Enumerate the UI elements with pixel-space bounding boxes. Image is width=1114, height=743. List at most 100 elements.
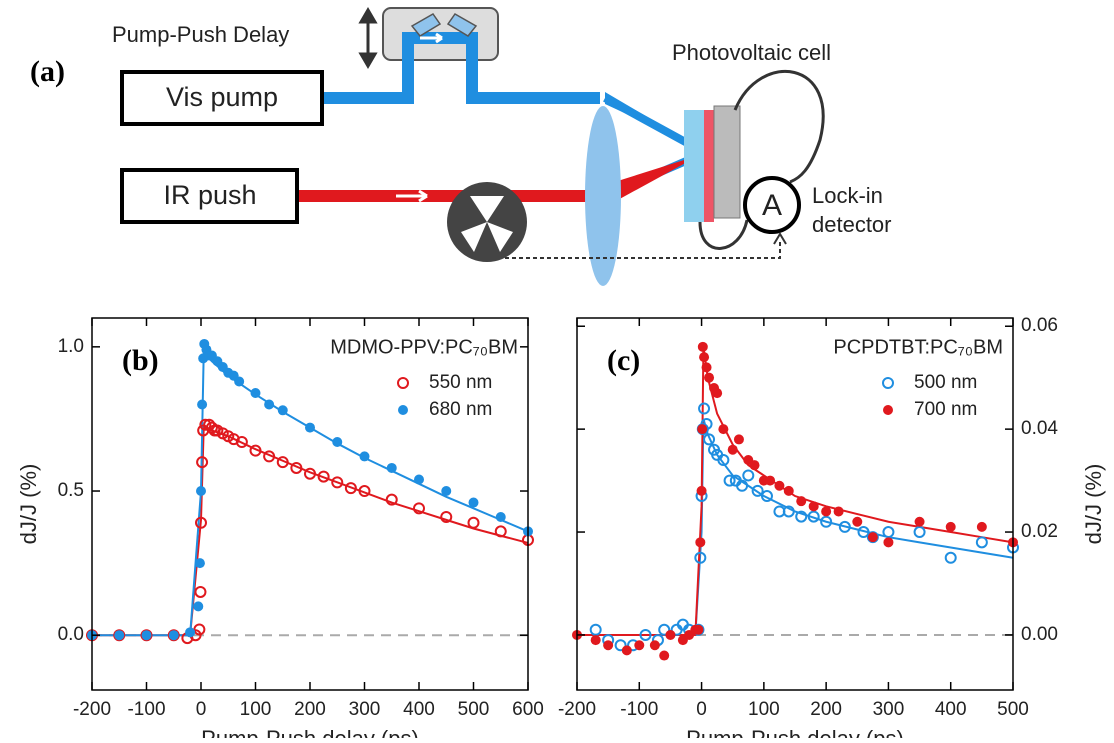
y-tick-label: 0.00 [1021, 624, 1058, 645]
data-point [590, 635, 601, 646]
legend-marker [883, 405, 893, 415]
x-tick-label: 600 [512, 699, 544, 720]
data-point [305, 422, 315, 433]
legend-marker [882, 377, 894, 389]
data-point [185, 627, 196, 638]
data-point [665, 629, 676, 640]
data-point [317, 470, 330, 483]
data-point [852, 516, 863, 527]
x-tick-label: -100 [127, 699, 165, 720]
data-point [494, 525, 507, 538]
data-point [304, 467, 316, 480]
data-point [263, 450, 276, 463]
data-point [249, 444, 262, 457]
ammeter [743, 176, 801, 234]
circuit-wire [733, 69, 825, 184]
x-tick-label: 400 [935, 699, 967, 720]
data-point [358, 485, 371, 498]
data-point [697, 341, 708, 352]
data-point [749, 460, 760, 471]
fit-line [92, 426, 529, 637]
beam-arrow [420, 32, 443, 44]
data-point [589, 623, 602, 636]
pump-label: Vis pump [166, 82, 278, 112]
x-tick-label: 100 [240, 699, 272, 720]
data-point [196, 486, 206, 497]
data-point [141, 630, 152, 641]
x-tick-label: 0 [196, 699, 207, 720]
data-point [945, 521, 956, 532]
data-point [621, 645, 632, 656]
data-point [944, 551, 957, 564]
data-point [751, 484, 764, 497]
data-point [717, 454, 730, 467]
fit-line [577, 346, 1014, 636]
data-point [712, 388, 723, 399]
chart-title: MDMO-PPV:PC₇₀BM [330, 336, 518, 358]
data-point [742, 469, 755, 482]
lens [585, 106, 621, 286]
data-point [194, 585, 207, 598]
data-point [723, 474, 736, 487]
x-axis-label: Pump-Push delay (ps) [686, 726, 904, 738]
data-point [727, 444, 738, 455]
data-point [385, 493, 398, 506]
data-point [114, 630, 125, 641]
legend-label: 700 nm [914, 399, 977, 420]
data-point [693, 624, 704, 635]
delay-arrow [358, 7, 378, 69]
data-point [733, 434, 744, 445]
data-point [698, 402, 711, 415]
data-point [386, 462, 397, 473]
data-point [639, 628, 652, 641]
data-point [976, 521, 987, 532]
data-point [197, 399, 208, 410]
legend-marker [397, 377, 409, 389]
data-point [331, 476, 344, 489]
data-point [264, 399, 275, 410]
push-box [120, 168, 299, 224]
pump-box [120, 70, 324, 126]
data-point [718, 424, 729, 435]
data-point [276, 456, 289, 469]
y-tick-label: 0.02 [1021, 521, 1058, 542]
mirrors [410, 13, 478, 37]
data-point [467, 516, 480, 529]
x-tick-label: 200 [810, 699, 842, 720]
data-point [833, 506, 844, 517]
data-point [199, 418, 212, 431]
x-tick-label: 500 [458, 699, 490, 720]
push-label: IR push [163, 180, 256, 210]
y-axis-label: dJ/J (%) [1081, 464, 1106, 545]
y-tick-label: 0.06 [1021, 315, 1058, 336]
focused-vis [605, 92, 700, 148]
reference-signal [505, 240, 781, 259]
x-tick-label: -200 [73, 699, 111, 720]
beam-arrow [396, 189, 428, 203]
x-tick-label: -200 [558, 699, 596, 720]
data-point [234, 376, 245, 387]
data-point [290, 461, 303, 474]
data-point [332, 437, 343, 447]
x-tick-label: 300 [349, 699, 381, 720]
detector-label: Lock-in [812, 183, 883, 208]
charts: -200 -100 0 100 200 300 400 500 600 0.0 0.5 1.0 Pump… [16, 315, 1106, 743]
y-tick-label: 0.5 [58, 480, 84, 501]
y-tick-label: 0.04 [1021, 418, 1058, 439]
plot-frame [576, 317, 1014, 691]
data-point [413, 502, 425, 515]
legend-label: 680 nm [429, 399, 492, 420]
data-point [914, 516, 925, 527]
data-point [235, 436, 248, 448]
setup-diagram: (a) Pump-Push Delay Vis pump IR push [30, 7, 892, 286]
ammeter-label: A [762, 189, 782, 222]
data-point [634, 640, 645, 651]
data-point [193, 601, 204, 612]
legend-label: 500 nm [914, 372, 977, 393]
panel-label: (a) [30, 55, 65, 88]
data-point [795, 510, 808, 523]
y-tick-label: 0.0 [58, 624, 84, 645]
data-point [195, 516, 207, 529]
data-point [975, 536, 988, 549]
